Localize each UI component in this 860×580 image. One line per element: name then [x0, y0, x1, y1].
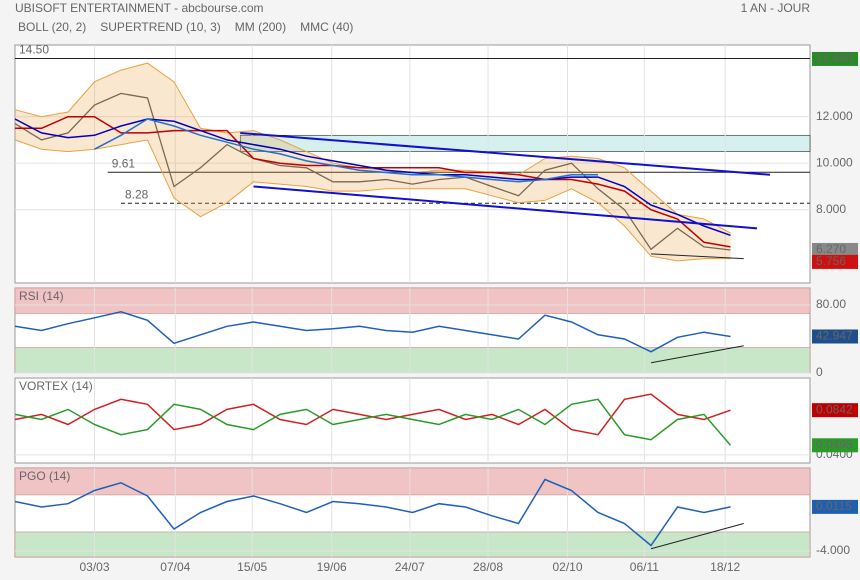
- price-badge: [812, 403, 858, 418]
- x-tick-label: 07/04: [160, 560, 190, 574]
- price-badge-label: 5.756: [816, 254, 846, 268]
- legend-entry: SUPERTREND (10, 3): [100, 20, 220, 34]
- price-badge: [812, 329, 858, 344]
- chart-subtitle: 1 AN - JOUR: [741, 1, 811, 15]
- x-tick-label: 02/10: [553, 560, 583, 574]
- level-label: 8.28: [125, 187, 149, 201]
- series-line: [14, 398, 732, 446]
- trendline: [240, 131, 771, 176]
- zone: [239, 134, 811, 152]
- price-badge: [812, 254, 858, 269]
- trendline: [253, 185, 758, 230]
- trendline: [650, 253, 744, 260]
- level-label: 14.50: [19, 43, 49, 57]
- panel: [14, 377, 811, 464]
- y-tick-label: -4.000: [816, 543, 850, 557]
- price-badge-label: 0.0115: [816, 499, 852, 513]
- y-tick-label: 80.00: [816, 297, 846, 311]
- y-tick-label: 0: [816, 365, 823, 379]
- price-badge: [812, 242, 858, 257]
- zone: [14, 467, 811, 496]
- panel: [14, 44, 811, 284]
- y-tick-label: 8.000: [816, 202, 846, 216]
- price-badge: [812, 499, 858, 514]
- price-badge: [812, 51, 858, 66]
- panel-title: VORTEX (14): [19, 379, 93, 393]
- price-badge-label: 0.0495: [816, 437, 853, 451]
- price-badge-label: 0.0842: [816, 402, 853, 416]
- trendline: [650, 523, 744, 550]
- legend-entry: BOLL (20, 2): [18, 20, 86, 34]
- level-label: 9.61: [112, 156, 136, 170]
- band-lower: [14, 139, 731, 262]
- series-line: [14, 478, 731, 547]
- x-tick-label: 28/08: [473, 560, 503, 574]
- x-tick-label: 18/12: [710, 560, 740, 574]
- price-badge-label: 6.270: [816, 242, 846, 256]
- price-badge: [812, 438, 858, 453]
- x-tick-label: 03/03: [79, 560, 109, 574]
- series-line: [14, 92, 731, 251]
- price-badge-label: 14.480: [816, 51, 853, 65]
- x-tick-label: 24/07: [395, 560, 425, 574]
- legend-entry: MMC (40): [300, 20, 353, 34]
- panel-title: RSI (14): [19, 289, 64, 303]
- zone: [14, 287, 811, 314]
- legend-entry: MM (200): [235, 20, 286, 34]
- series-line: [94, 118, 598, 183]
- trendline: [650, 345, 744, 364]
- zone: [14, 531, 811, 558]
- chart-title: UBISOFT ENTERTAINMENT - abcbourse.com: [15, 1, 264, 15]
- y-tick-label: 12.000: [816, 109, 853, 123]
- y-tick-label: 10.000: [816, 155, 853, 169]
- price-badge-label: 42.947: [816, 329, 853, 343]
- series-line: [14, 118, 731, 237]
- x-tick-label: 19/06: [317, 560, 347, 574]
- zone: [14, 347, 811, 374]
- x-tick-label: 15/05: [237, 560, 267, 574]
- series-line: [14, 311, 731, 353]
- x-tick-label: 06/11: [630, 560, 659, 574]
- panel-title: PGO (14): [19, 469, 70, 483]
